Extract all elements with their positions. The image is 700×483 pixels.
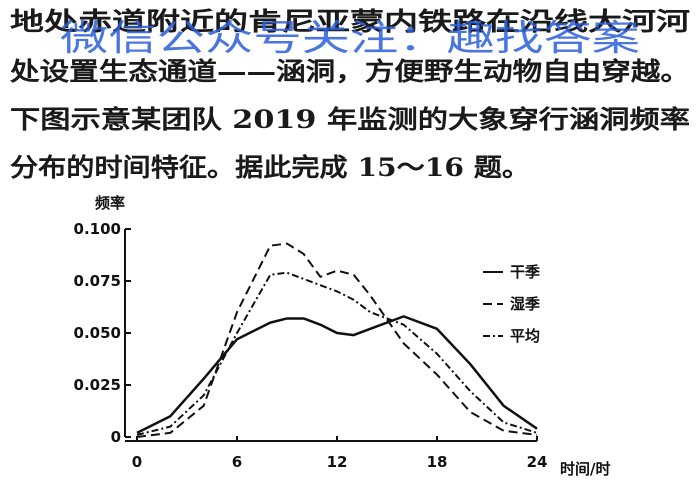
data-line <box>136 242 538 438</box>
y-tick-label: 0.025 <box>74 376 121 394</box>
y-tick-label: 0 <box>111 428 121 446</box>
y-tick-label: 0.100 <box>74 220 121 238</box>
x-axis-label: 时间/时 <box>560 460 610 478</box>
watermark: 微信公众号关注：趣找答案 <box>60 18 640 59</box>
x-tick-label: 0 <box>132 453 142 471</box>
x-tick-label: 6 <box>232 453 242 471</box>
legend-label: 平均 <box>510 327 540 345</box>
legend-label: 湿季 <box>510 295 540 313</box>
text-line: 处设置生态通道——涵洞，方便野生动物自由穿越。 <box>9 57 690 86</box>
x-tick-label: 24 <box>527 453 548 471</box>
x-tick-label: 12 <box>327 453 348 471</box>
text-line: 地处赤道附近的肯尼亚蒙内铁路在沿线大河河 <box>10 7 690 36</box>
x-tick-label: 18 <box>427 453 448 471</box>
legend-label: 干季 <box>510 263 540 281</box>
y-axis-label: 频率 <box>95 194 125 212</box>
text-line: 分布的时间特征。据此完成 15～16 题。 <box>10 153 530 182</box>
y-tick-label: 0.075 <box>74 272 121 290</box>
data-line <box>136 271 538 436</box>
text-line: 下图示意某团队 2019 年监测的大象穿行涵洞频率 <box>10 105 690 134</box>
y-tick-label: 0.050 <box>74 324 121 342</box>
